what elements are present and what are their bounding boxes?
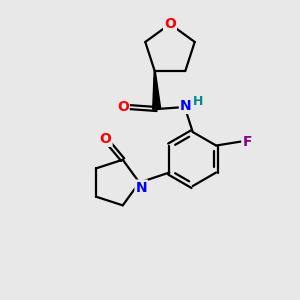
Text: N: N bbox=[136, 181, 147, 194]
Text: H: H bbox=[193, 94, 203, 107]
Text: F: F bbox=[242, 134, 252, 148]
Text: O: O bbox=[164, 17, 176, 31]
Text: O: O bbox=[117, 100, 129, 114]
Text: O: O bbox=[100, 132, 112, 146]
Text: N: N bbox=[180, 99, 191, 113]
Polygon shape bbox=[153, 71, 161, 109]
